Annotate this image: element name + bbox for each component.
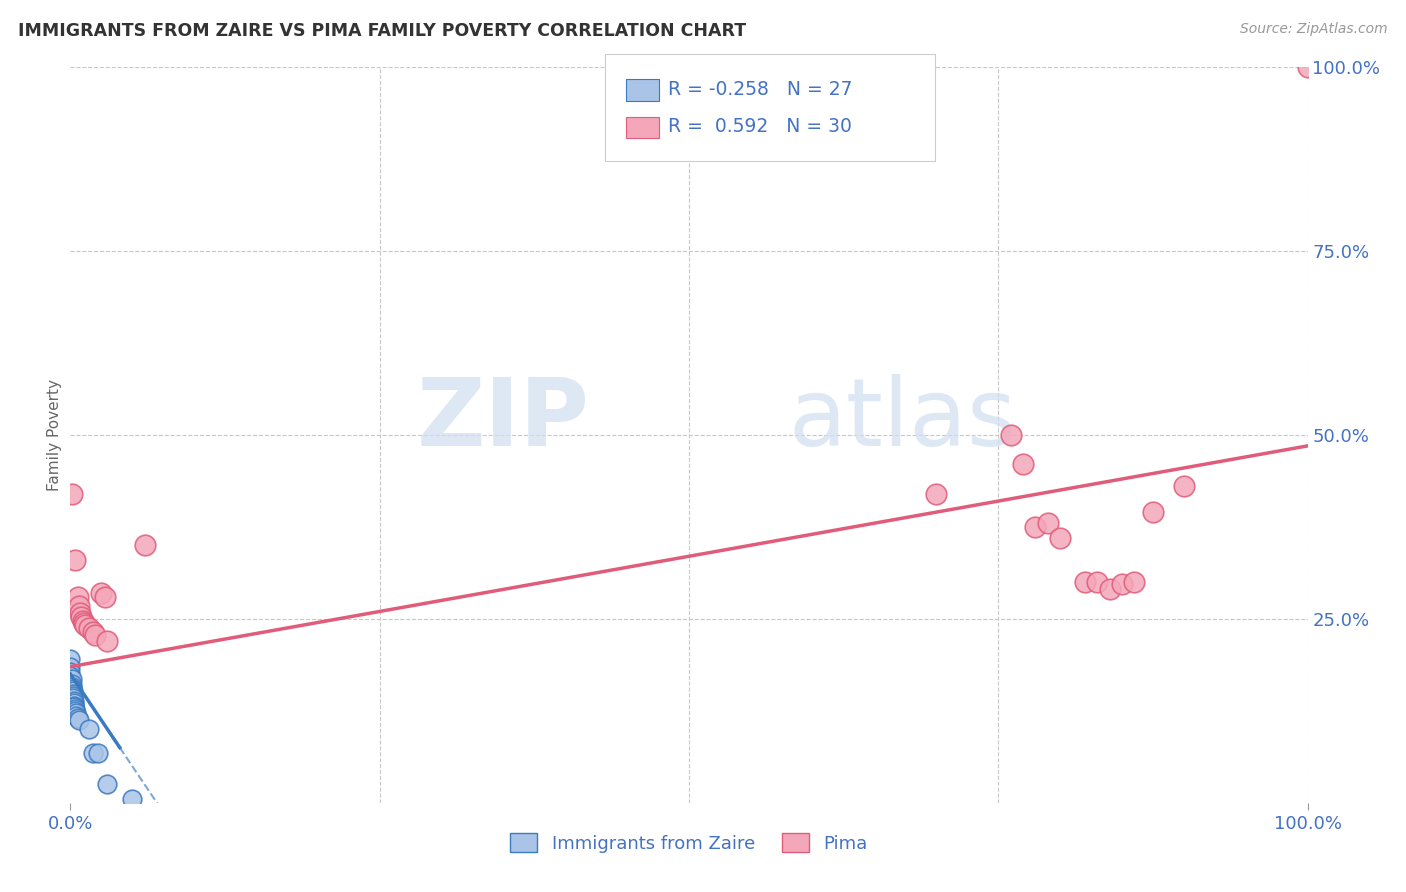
Point (1012, 457, 1035, 471)
Point (77, 621, 100, 635)
Point (63, 698, 86, 713)
Point (66, 711, 89, 725)
Text: R = -0.258   N = 27: R = -0.258 N = 27 (668, 79, 852, 99)
Point (62, 687, 84, 701)
Point (65, 701, 87, 715)
Y-axis label: Family Poverty: Family Poverty (46, 379, 62, 491)
Point (925, 487, 948, 501)
Point (65, 709, 87, 723)
Point (60, 487, 83, 501)
Point (1098, 582, 1121, 597)
Point (72, 614, 94, 628)
Point (121, 792, 143, 806)
Point (63, 694, 86, 708)
Point (96, 777, 118, 791)
Text: ZIP: ZIP (418, 374, 591, 467)
Point (66, 590, 89, 604)
Point (62, 691, 84, 706)
Point (134, 538, 156, 552)
Point (60, 676, 83, 690)
Point (59, 659, 82, 673)
Point (63, 700, 86, 714)
Point (62, 689, 84, 703)
Point (1085, 575, 1108, 590)
Point (82, 625, 104, 640)
Point (1296, 60, 1319, 74)
Point (1142, 505, 1164, 519)
Point (84, 628, 107, 642)
Point (1123, 575, 1146, 590)
Point (67, 714, 90, 728)
Point (1173, 479, 1195, 493)
Point (65, 553, 87, 567)
Point (90, 586, 112, 600)
Legend: Immigrants from Zaire, Pima: Immigrants from Zaire, Pima (503, 826, 875, 860)
Text: IMMIGRANTS FROM ZAIRE VS PIMA FAMILY POVERTY CORRELATION CHART: IMMIGRANTS FROM ZAIRE VS PIMA FAMILY POV… (18, 22, 747, 40)
Text: Source: ZipAtlas.com: Source: ZipAtlas.com (1240, 22, 1388, 37)
Point (59, 669, 82, 683)
Point (96, 633, 118, 648)
Point (60, 680, 83, 694)
Point (82, 746, 104, 760)
Point (1000, 427, 1022, 442)
Point (67, 599, 90, 613)
Point (1049, 531, 1071, 545)
Point (1036, 516, 1059, 530)
Point (60, 672, 83, 686)
Point (86, 746, 108, 760)
Text: atlas: atlas (787, 374, 1017, 467)
Point (65, 704, 87, 718)
Point (63, 697, 86, 711)
Point (59, 665, 82, 679)
Point (1074, 575, 1097, 590)
Point (77, 723, 100, 737)
Point (1111, 577, 1133, 591)
Point (62, 684, 84, 698)
Text: R =  0.592   N = 30: R = 0.592 N = 30 (668, 117, 852, 136)
Point (73, 616, 96, 631)
Point (70, 610, 93, 624)
Point (69, 606, 91, 620)
Point (59, 652, 82, 666)
Point (60, 681, 83, 696)
Point (65, 706, 87, 720)
Point (1024, 520, 1046, 534)
Point (94, 590, 117, 604)
Point (75, 618, 97, 632)
